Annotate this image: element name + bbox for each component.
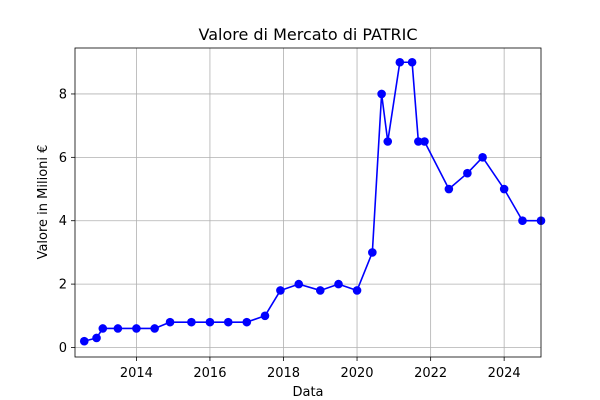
data-point <box>242 317 252 327</box>
data-point <box>499 184 509 194</box>
data-point <box>260 311 270 321</box>
data-point <box>478 153 487 162</box>
data-point <box>205 317 215 327</box>
data-point <box>368 248 377 257</box>
data-point <box>395 57 405 67</box>
x-axis-label: Data <box>292 385 323 400</box>
series-layer <box>79 57 546 346</box>
series-line <box>84 61 541 342</box>
x-tick-label: 2022 <box>414 366 447 381</box>
data-point <box>79 336 89 346</box>
data-point <box>98 324 108 333</box>
y-tick-label: 6 <box>59 151 67 166</box>
data-point <box>444 184 454 194</box>
data-point <box>294 279 304 289</box>
grid <box>75 48 541 357</box>
data-point <box>113 324 123 333</box>
data-point <box>383 137 393 146</box>
data-point <box>334 279 343 289</box>
x-tick-label: 2024 <box>488 366 521 381</box>
data-point <box>420 137 429 146</box>
y-tick-label: 4 <box>59 214 67 229</box>
data-point <box>414 137 423 146</box>
data-point <box>165 317 175 327</box>
ticks: 2014 2016 2018 2020 2022 2024 0 2 4 6 8 <box>59 87 521 381</box>
y-tick-label: 2 <box>59 278 67 293</box>
x-tick-label: 2016 <box>193 366 226 381</box>
data-point <box>463 168 472 178</box>
data-point <box>518 216 527 226</box>
data-point <box>315 286 325 295</box>
y-tick-label: 0 <box>59 341 67 356</box>
x-tick-label: 2018 <box>267 366 300 381</box>
data-point <box>150 324 159 333</box>
data-point <box>132 324 141 333</box>
data-point <box>187 317 196 327</box>
data-point <box>352 286 362 295</box>
y-tick-label: 8 <box>59 87 67 102</box>
data-point <box>407 57 417 67</box>
data-point <box>223 317 233 327</box>
data-point <box>92 333 101 343</box>
x-tick-label: 2014 <box>120 366 153 381</box>
x-tick-label: 2020 <box>340 366 373 381</box>
data-point <box>377 89 386 99</box>
plot-frame <box>74 47 542 358</box>
y-axis-label: Valore in Milioni € <box>36 145 51 260</box>
chart-title: Valore di Mercato di PATRIC <box>198 25 417 44</box>
data-point <box>276 286 285 295</box>
